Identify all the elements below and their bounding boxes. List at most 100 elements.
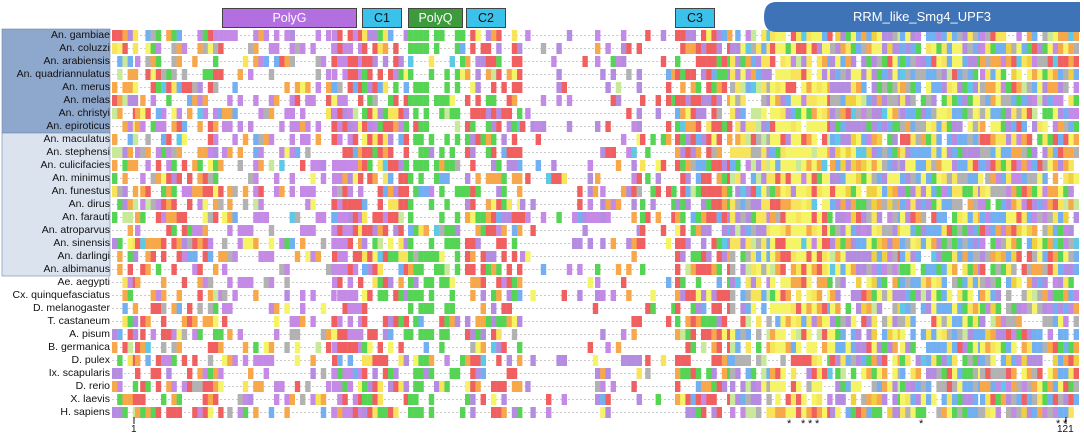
residue-cell	[377, 407, 383, 418]
residue-cell	[202, 147, 208, 158]
residue-cell	[806, 290, 812, 301]
residue-cell	[1006, 264, 1012, 275]
residue-cell	[796, 186, 802, 197]
residue-cell	[1052, 121, 1059, 132]
residue-cell	[900, 355, 906, 366]
residue-cell	[690, 290, 696, 301]
residue-cell	[827, 238, 833, 249]
residue-cell	[511, 316, 518, 327]
residue-cell	[1021, 56, 1027, 67]
residue-cell	[990, 238, 996, 249]
residue-cell	[258, 56, 264, 67]
residue-cell	[403, 82, 409, 93]
residue-cell	[342, 121, 348, 132]
residue-cell	[631, 251, 637, 262]
residue-cell	[806, 225, 812, 236]
residue-cell	[910, 251, 916, 262]
residue-cell	[835, 108, 841, 119]
residue-cell	[342, 108, 348, 119]
residue-cell	[300, 290, 306, 301]
residue-cell	[920, 290, 927, 301]
residue-cell	[150, 30, 156, 41]
residue-cell	[117, 56, 123, 67]
residue-cell	[640, 134, 646, 145]
residue-cell	[145, 238, 151, 249]
residue-cell	[1052, 342, 1059, 353]
residue-cell	[315, 134, 321, 145]
residue-cell	[127, 95, 133, 106]
residue-cell	[1011, 381, 1017, 392]
residue-cell	[995, 368, 1001, 379]
residue-cell	[936, 355, 942, 366]
residue-cell	[727, 342, 733, 353]
residue-cell	[600, 290, 606, 301]
residue-cell	[1021, 160, 1027, 171]
residue-cell	[197, 264, 203, 275]
residue-cell	[680, 329, 686, 340]
residue-cell	[915, 251, 921, 262]
residue-cell	[856, 407, 862, 418]
residue-cell	[171, 147, 177, 158]
residue-cell	[577, 199, 583, 210]
residue-cell	[605, 82, 611, 93]
residue-cell	[352, 173, 359, 184]
residue-cell	[946, 290, 953, 301]
residue-cell	[248, 238, 254, 249]
residue-cell	[790, 342, 797, 353]
residue-cell	[150, 95, 156, 106]
residue-cell	[393, 381, 399, 392]
residue-cell	[735, 147, 741, 158]
residue-cell	[721, 225, 728, 236]
residue-cell	[444, 381, 450, 392]
residue-cell	[892, 69, 898, 80]
residue-cell	[1000, 82, 1007, 93]
residue-cell	[756, 342, 762, 353]
residue-cell	[740, 43, 746, 54]
residue-cell	[910, 225, 916, 236]
residue-cell	[161, 82, 167, 93]
residue-cell	[711, 303, 717, 314]
residue-cell	[161, 303, 167, 314]
residue-cell	[900, 160, 906, 171]
residue-cell	[750, 199, 757, 210]
residue-cell	[962, 134, 968, 145]
residue-cell	[320, 160, 327, 171]
residue-cell	[1058, 303, 1064, 314]
residue-cell	[237, 95, 243, 106]
residue-cell	[358, 316, 364, 327]
residue-cell	[382, 225, 389, 236]
residue-cell	[372, 212, 378, 223]
residue-cell	[358, 121, 364, 132]
residue-cell	[835, 30, 841, 41]
residue-cell	[197, 277, 203, 288]
residue-cell	[135, 56, 141, 67]
residue-cell	[253, 147, 259, 158]
residue-cell	[1058, 95, 1064, 106]
residue-cell	[952, 82, 958, 93]
residue-cell	[761, 160, 767, 171]
residue-cell	[985, 407, 991, 418]
residue-cell	[915, 82, 921, 93]
residue-cell	[377, 342, 383, 353]
residue-cell	[171, 407, 177, 418]
residue-cell	[631, 199, 637, 210]
residue-cell	[444, 108, 450, 119]
residue-cell	[403, 199, 409, 210]
residue-cell	[294, 82, 301, 93]
residue-cell	[711, 30, 717, 41]
residue-cell	[905, 43, 911, 54]
residue-cell	[660, 225, 667, 236]
residue-cell	[310, 394, 316, 405]
residue-cell	[496, 290, 502, 301]
residue-cell	[750, 225, 757, 236]
residue-cell	[946, 173, 953, 184]
residue-cell	[675, 277, 681, 288]
residue-cell	[740, 173, 746, 184]
residue-cell	[398, 186, 404, 197]
residue-cell	[1068, 56, 1074, 67]
residue-cell	[910, 108, 916, 119]
residue-cell	[861, 95, 867, 106]
residue-cell	[1026, 407, 1033, 418]
residue-cell	[1068, 264, 1074, 275]
residue-cell	[1037, 212, 1043, 223]
